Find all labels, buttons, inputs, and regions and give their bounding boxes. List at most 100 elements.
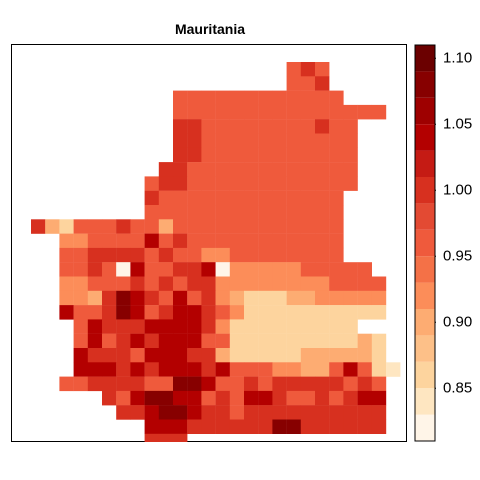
map-cell [158, 176, 174, 191]
map-cell [315, 319, 330, 334]
map-cell [102, 276, 117, 291]
map-cell [215, 362, 230, 377]
map-cell [329, 390, 344, 406]
map-cell [201, 176, 216, 191]
legend-swatch [415, 124, 435, 151]
map-cell [315, 219, 330, 234]
map-cell [258, 319, 273, 334]
map-cell [173, 176, 188, 191]
map-cell [300, 348, 316, 363]
map-cell [229, 305, 245, 320]
map-cell [258, 247, 273, 263]
map-cell [315, 76, 330, 91]
map-cell [315, 419, 330, 434]
map-cell [73, 233, 88, 249]
map-cell [329, 147, 344, 163]
map-cell [258, 104, 273, 120]
map-cell [173, 162, 188, 177]
map-cell [371, 104, 387, 120]
map-cell [73, 305, 88, 320]
map-cell [215, 247, 230, 263]
map-cell [144, 219, 159, 234]
map-cell [187, 190, 202, 206]
map-cell [173, 319, 188, 334]
map-cell [258, 133, 273, 148]
map-cell [144, 176, 159, 191]
map-cell [300, 247, 316, 263]
map-cell [73, 348, 88, 363]
map-cell [229, 405, 245, 420]
map-cell [244, 376, 259, 392]
map-cell [229, 205, 245, 220]
map-cell [102, 376, 117, 392]
map-cell [130, 348, 145, 363]
map-cell [201, 233, 216, 249]
map-cell [357, 290, 372, 306]
map-cell [258, 262, 273, 277]
map-cell [286, 162, 301, 177]
map-cell [59, 305, 74, 320]
map-cell [357, 104, 372, 120]
map-cell [244, 233, 259, 249]
map-cell [229, 376, 245, 392]
map-cell [343, 147, 358, 163]
map-cell [116, 390, 131, 406]
map-cell [187, 305, 202, 320]
map-cell [116, 405, 131, 420]
map-cell [102, 233, 117, 249]
map-cell [158, 233, 174, 249]
map-cell [187, 290, 202, 306]
map-cell [272, 147, 287, 163]
map-cell [343, 419, 358, 434]
map-cell [229, 319, 245, 334]
map-cell [201, 262, 216, 277]
map-cell [258, 390, 273, 406]
map-cell [130, 333, 145, 349]
map-cell [329, 419, 344, 434]
map-cell [187, 419, 202, 434]
map-cell [315, 247, 330, 263]
map-cell [73, 247, 88, 263]
map-cell [144, 419, 159, 434]
map-cell [144, 333, 159, 349]
map-cell [158, 262, 174, 277]
map-cell [286, 376, 301, 392]
map-cell [286, 247, 301, 263]
map-cell [315, 262, 330, 277]
map-cell [258, 190, 273, 206]
map-cell [215, 147, 230, 163]
map-cell [201, 205, 216, 220]
map-cell [315, 233, 330, 249]
legend-frame [414, 44, 436, 442]
legend-swatch [415, 229, 435, 257]
map-cell [315, 119, 330, 134]
map-cell [173, 348, 188, 363]
map-cell [116, 290, 131, 306]
map-cell [329, 333, 344, 349]
map-cell [187, 104, 202, 120]
map-cell [201, 133, 216, 148]
map-cell [244, 162, 259, 177]
map-cell [215, 219, 230, 234]
map-cell [102, 305, 117, 320]
map-cell [300, 90, 316, 106]
legend-swatch [415, 256, 435, 283]
map-cell [173, 119, 188, 134]
map-cell [173, 276, 188, 291]
map-cell [329, 90, 344, 106]
map-cell [371, 405, 387, 420]
map-cell [158, 162, 174, 177]
map-cell [357, 262, 372, 277]
map-cell [158, 205, 174, 220]
legend-swatch [415, 177, 435, 204]
map-cell [371, 348, 387, 363]
map-cell [102, 247, 117, 263]
map-cell [187, 333, 202, 349]
map-cell [258, 233, 273, 249]
map-cell [329, 233, 344, 249]
map-cell [329, 176, 344, 191]
map-cell [116, 333, 131, 349]
map-cell [300, 405, 316, 420]
map-cell [343, 405, 358, 420]
map-cell [329, 262, 344, 277]
